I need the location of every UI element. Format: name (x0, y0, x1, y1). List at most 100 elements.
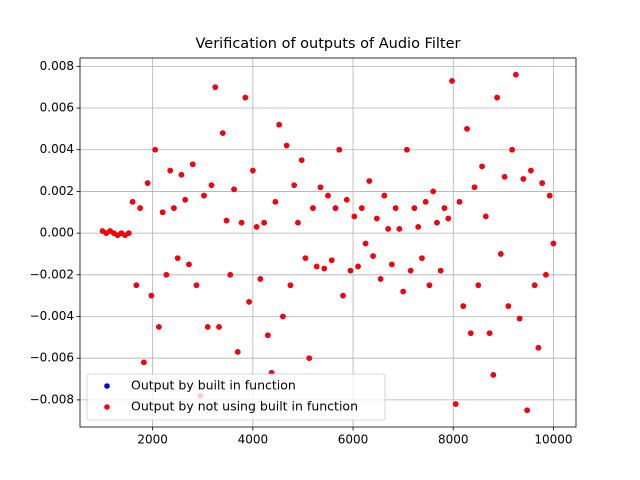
data-point (295, 219, 301, 226)
plot-marks (99, 71, 557, 414)
data-point (148, 292, 155, 299)
data-point (216, 324, 222, 330)
data-point (298, 157, 305, 163)
data-point (129, 199, 136, 205)
data-point (280, 313, 286, 320)
data-point (144, 180, 151, 186)
data-point (535, 344, 542, 351)
data-point (310, 205, 316, 211)
data-point (377, 276, 384, 282)
legend-label: Output by not using built in function (131, 399, 358, 414)
data-point (381, 192, 388, 199)
data-point (336, 146, 343, 153)
data-point (167, 167, 173, 174)
data-point (253, 224, 260, 230)
data-point (178, 171, 185, 178)
data-point (141, 359, 147, 366)
data-point (389, 261, 395, 268)
data-point (419, 255, 425, 261)
data-point (392, 205, 399, 211)
data-point (404, 146, 410, 153)
data-point (452, 401, 459, 407)
data-point (250, 167, 256, 174)
data-point (163, 272, 170, 278)
y-tick-label: −0.008 (30, 392, 74, 406)
data-point (359, 205, 365, 211)
data-point (516, 315, 523, 322)
data-point (539, 180, 545, 186)
x-tick-label: 10000 (534, 433, 572, 447)
legend-label: Output by built in function (131, 378, 296, 393)
data-point (366, 178, 373, 184)
y-tick-label: 0.000 (40, 226, 74, 240)
data-point (471, 184, 478, 191)
data-point (328, 257, 335, 264)
data-point (257, 276, 264, 282)
data-point (546, 192, 553, 199)
data-point (498, 251, 504, 257)
data-point (362, 240, 369, 247)
data-point (171, 205, 177, 211)
data-point (343, 196, 350, 203)
legend-box (86, 373, 386, 421)
data-point (291, 182, 297, 188)
data-point (475, 282, 482, 289)
data-point (415, 224, 421, 230)
data-point (332, 205, 339, 211)
data-point (340, 292, 346, 299)
y-tick-label: 0.006 (40, 101, 74, 115)
axes: 2000 4000 6000 8000 10000 −0.008 −0.006 −0.004 −… (30, 59, 573, 447)
data-point (272, 199, 279, 205)
data-point (396, 226, 403, 232)
data-point (464, 126, 470, 132)
grid (80, 58, 576, 427)
data-point (219, 130, 226, 136)
data-point (302, 255, 309, 261)
data-point (182, 196, 189, 203)
data-point (460, 303, 467, 309)
y-tick-label: −0.004 (30, 309, 74, 323)
data-point (550, 240, 557, 247)
data-point (223, 217, 230, 224)
data-point (520, 176, 527, 182)
y-tick-label: −0.002 (30, 267, 74, 281)
data-point (231, 186, 237, 193)
data-point (242, 94, 249, 101)
data-point (133, 282, 140, 289)
data-point (137, 205, 143, 211)
data-point (411, 205, 418, 211)
x-tick-label: 8000 (438, 433, 469, 447)
legend: Output by built in function Output by not… (86, 373, 386, 421)
y-tick-label: 0.008 (40, 59, 74, 73)
data-point (385, 226, 391, 232)
data-point (321, 265, 328, 272)
data-point (261, 219, 267, 226)
data-point (490, 372, 497, 378)
data-point (208, 182, 215, 188)
data-point (325, 192, 331, 199)
data-point (238, 219, 245, 226)
data-point (313, 263, 320, 270)
data-point (374, 215, 380, 222)
data-point (152, 146, 158, 153)
data-point (441, 205, 448, 211)
data-point (426, 282, 433, 289)
data-point (347, 267, 354, 274)
data-point (355, 263, 361, 270)
data-point (501, 174, 508, 180)
data-point (283, 142, 290, 149)
data-point (509, 146, 515, 153)
data-point (212, 84, 219, 90)
data-point (235, 349, 241, 355)
data-point (159, 209, 166, 216)
data-point (422, 199, 429, 205)
data-point (479, 163, 485, 170)
data-point (456, 199, 463, 205)
data-point (430, 188, 437, 195)
data-point (276, 121, 282, 128)
data-point (543, 272, 549, 278)
data-point (407, 267, 414, 274)
data-point (287, 282, 294, 289)
data-point (494, 94, 500, 101)
data-point (400, 288, 406, 295)
